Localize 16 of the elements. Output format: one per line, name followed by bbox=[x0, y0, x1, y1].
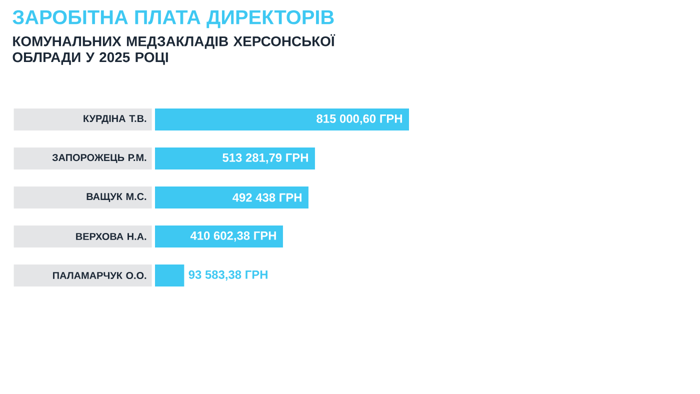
bar bbox=[155, 186, 308, 209]
bar bbox=[155, 108, 409, 131]
bar bbox=[155, 148, 315, 170]
y-tick-label: КУРДІНА Т.В. bbox=[84, 115, 146, 124]
y-tick-label: ВЕРХОВА Н.А. bbox=[76, 232, 146, 240]
data-label: 492 438 ГРН bbox=[232, 193, 302, 202]
chart-subtitle: КОМУНАЛЬНИХ МЕДЗАКЛАДІВ ХЕРСОНСЬКОЇ ОБЛРАДИ У 2025 РОЦІ bbox=[12, 34, 336, 65]
data-label: 815 000,60 ГРН bbox=[316, 114, 402, 125]
y-tick-label: ПАЛАМАРЧУК О.О. bbox=[53, 272, 146, 280]
y-tick-label: ЗАПОРОЖЕЦЬ Р.М. bbox=[52, 154, 146, 163]
bar bbox=[155, 264, 184, 286]
data-label: 93 583,38 ГРН bbox=[188, 270, 268, 281]
chart-title: ЗАРОБІТНА ПЛАТА ДИРЕКТОРІВ bbox=[12, 10, 334, 28]
y-tick-label: ВАЩУК М.С. bbox=[86, 193, 146, 202]
data-label: 513 281,79 ГРН bbox=[222, 153, 308, 164]
data-label: 410 602,38 ГРН bbox=[190, 231, 276, 242]
